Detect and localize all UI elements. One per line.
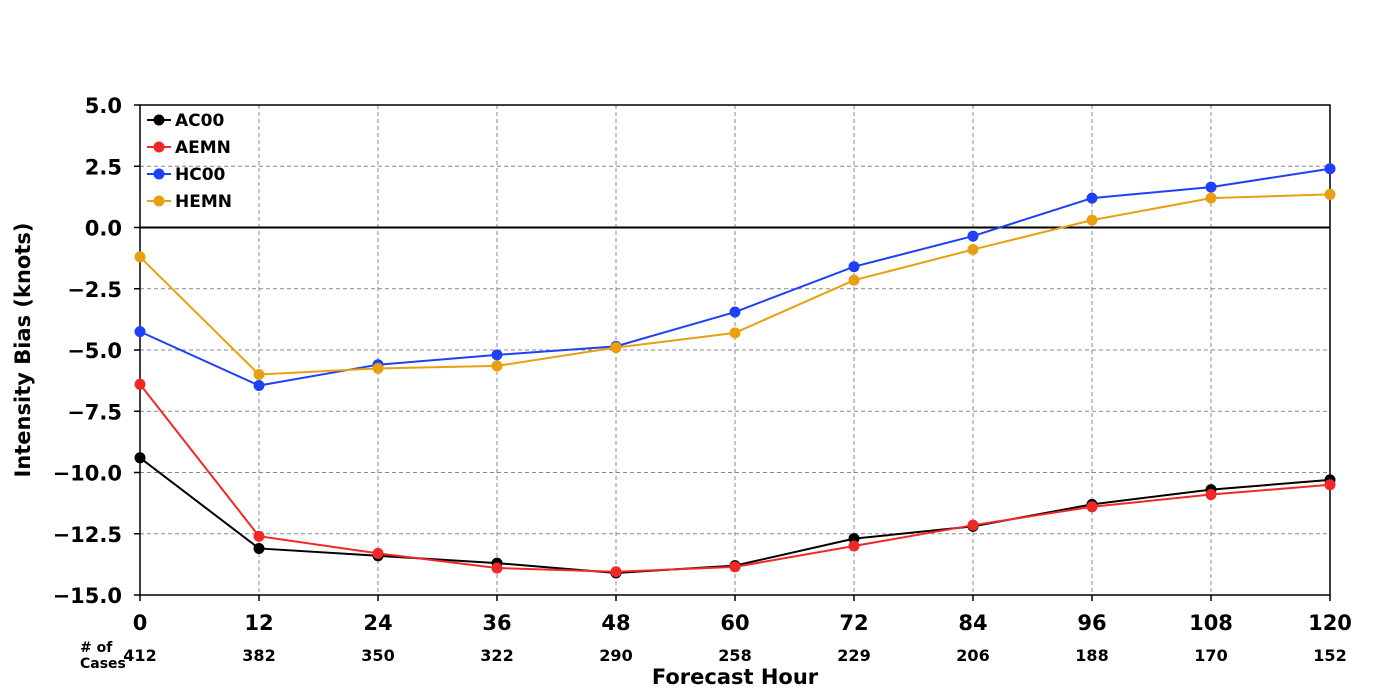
data-point: [848, 540, 860, 552]
data-point: [491, 562, 503, 574]
case-count: 290: [599, 646, 632, 665]
legend-item-aemn: AEMN: [147, 138, 231, 158]
case-count: 322: [480, 646, 513, 665]
legend-item-hemn: HEMN: [147, 192, 232, 212]
data-point: [1324, 188, 1336, 200]
y-axis-ticks: 5.0 2.5 0.0 −2.5 −5.0 −7.5 −10.0 −12.5 −15.0: [53, 94, 140, 608]
data-point: [967, 230, 979, 242]
data-point: [253, 369, 265, 380]
legend-swatch-marker: [153, 114, 165, 126]
y-tick-label: 5.0: [85, 94, 122, 118]
y-tick-label: 0.0: [85, 217, 122, 241]
data-point: [848, 274, 860, 286]
y-axis-label: Intensity Bias (knots): [11, 223, 35, 478]
data-point: [729, 561, 741, 573]
data-point: [134, 378, 146, 390]
data-point: [1205, 181, 1217, 193]
data-point: [134, 251, 146, 263]
y-tick-label: −10.0: [53, 462, 122, 486]
cases-row: 412 382 350 322 290 258 229 206 188 170 152: [123, 646, 1346, 665]
data-point: [610, 566, 622, 578]
data-point: [729, 327, 741, 339]
data-point: [1086, 214, 1098, 226]
grid-layer: [140, 105, 1330, 595]
case-count: 170: [1194, 646, 1227, 665]
data-point: [491, 360, 503, 372]
data-point: [1086, 192, 1098, 204]
data-point: [253, 530, 265, 542]
case-count: 412: [123, 646, 156, 665]
data-point: [1205, 192, 1217, 204]
x-tick-label: 0: [133, 611, 148, 635]
x-tick-label: 120: [1308, 611, 1352, 635]
data-point: [372, 547, 384, 559]
data-point: [1324, 163, 1336, 175]
x-tick-label: 48: [601, 611, 630, 635]
data-point: [372, 362, 384, 374]
x-tick-label: 108: [1189, 611, 1233, 635]
data-point: [134, 326, 146, 338]
cases-label-line2: Cases: [80, 656, 126, 672]
legend-item-ac00: AC00: [147, 111, 224, 131]
x-tick-label: 24: [363, 611, 392, 635]
data-point: [1086, 501, 1098, 513]
x-axis-ticks: 0 12 24 36 48 60 72 84 96 108 120: [133, 595, 1352, 635]
data-point: [1324, 479, 1336, 491]
cases-label-line1: # of: [80, 640, 113, 656]
y-tick-label: 2.5: [85, 155, 122, 179]
legend-swatch-marker: [153, 168, 165, 180]
case-count: 382: [242, 646, 275, 665]
data-point: [848, 261, 860, 273]
legend-label: HEMN: [175, 192, 232, 212]
legend: AC00 AEMN HC00 HEMN: [147, 111, 232, 212]
case-count: 229: [837, 646, 870, 665]
legend-label: AEMN: [175, 138, 231, 158]
x-axis-label: Forecast Hour: [652, 665, 819, 689]
data-point: [253, 542, 265, 554]
data-point: [610, 342, 622, 354]
series-layer: [134, 163, 1336, 579]
y-tick-label: −7.5: [67, 400, 122, 424]
data-point: [134, 452, 146, 464]
y-tick-label: −2.5: [67, 278, 122, 302]
x-tick-label: 36: [482, 611, 511, 635]
data-point: [729, 306, 741, 318]
legend-item-hc00: HC00: [147, 165, 226, 185]
series-hemn: [134, 188, 1336, 380]
data-point: [967, 244, 979, 256]
x-tick-label: 72: [839, 611, 868, 635]
legend-swatch-marker: [153, 141, 165, 153]
data-point: [491, 349, 503, 361]
x-tick-label: 96: [1077, 611, 1106, 635]
x-tick-label: 60: [720, 611, 749, 635]
x-tick-label: 12: [244, 611, 273, 635]
y-tick-label: −12.5: [53, 523, 122, 547]
y-tick-label: −15.0: [53, 584, 122, 608]
series-aemn: [134, 378, 1336, 578]
case-count: 258: [718, 646, 751, 665]
x-tick-label: 84: [958, 611, 987, 635]
data-point: [967, 519, 979, 531]
case-count: 152: [1313, 646, 1346, 665]
series-line: [139, 193, 1331, 376]
case-count: 206: [956, 646, 989, 665]
data-point: [253, 380, 265, 392]
data-point: [1205, 489, 1217, 501]
legend-label: AC00: [175, 111, 224, 131]
case-count: 350: [361, 646, 394, 665]
legend-label: HC00: [175, 165, 226, 185]
case-count: 188: [1075, 646, 1108, 665]
legend-swatch-marker: [153, 195, 165, 207]
y-tick-label: −5.0: [67, 339, 122, 363]
